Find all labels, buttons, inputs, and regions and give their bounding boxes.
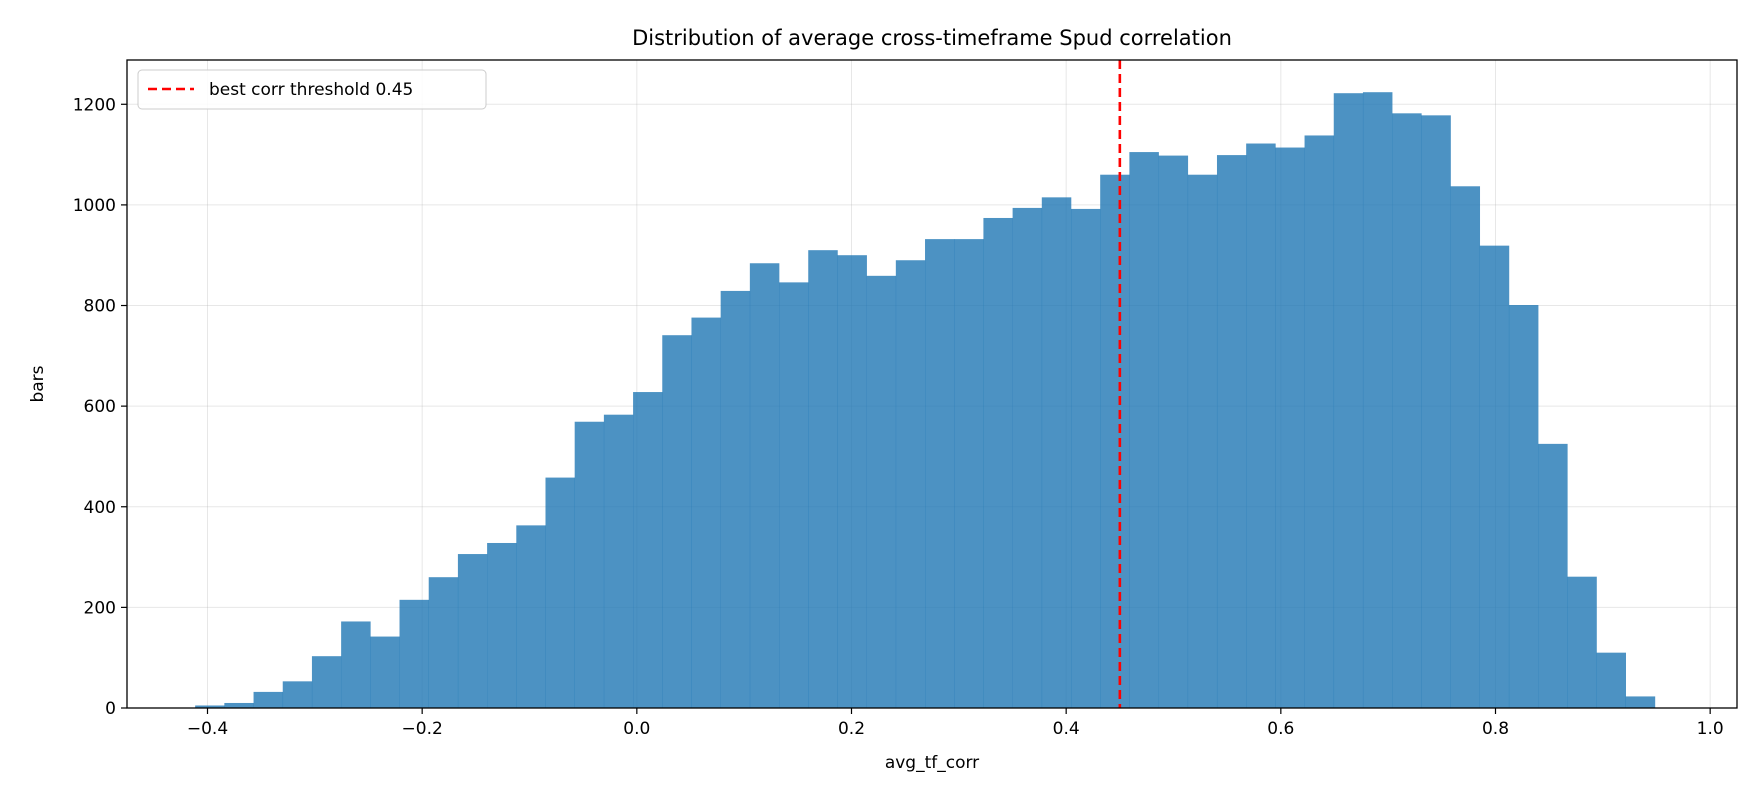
histogram-bar (1362, 92, 1393, 709)
plot-frame (126, 59, 1738, 709)
histogram-bar (1187, 174, 1218, 708)
legend-label: best corr threshold 0.45 (209, 80, 413, 100)
y-tick-label: 800 (84, 297, 116, 317)
histogram-bar (1129, 152, 1159, 708)
x-tick-label: 0.4 (1053, 719, 1080, 739)
histogram-bar (837, 255, 867, 709)
histogram-bar (545, 477, 575, 708)
histogram-bar (1041, 197, 1072, 708)
histogram-bar (224, 702, 254, 708)
histogram-bar (1567, 576, 1597, 708)
histogram-bar (749, 263, 780, 708)
x-axis-label: avg_tf_corr (885, 753, 979, 773)
histogram-bar (1596, 652, 1626, 708)
histogram-bar (1450, 186, 1481, 708)
y-tick-label: 200 (84, 598, 116, 618)
histogram-bar (311, 656, 342, 708)
y-tick-label: 1000 (73, 196, 116, 216)
histogram-bar (1508, 305, 1539, 708)
y-tick-label: 600 (84, 397, 116, 417)
histogram-bar (1100, 174, 1130, 708)
histogram-bar (1421, 115, 1451, 708)
histogram-bar (779, 282, 809, 708)
histogram-bar (866, 275, 897, 708)
histogram-bar (428, 577, 459, 708)
histogram-bar (633, 392, 663, 708)
histogram-bar (487, 542, 517, 708)
y-axis-ticks: 0 200 400 600 800 1000 1200 (73, 95, 127, 719)
histogram-bar (954, 239, 984, 708)
histogram-bar (1333, 93, 1364, 709)
legend: best corr threshold 0.45 (137, 69, 487, 110)
x-tick-label: 0.6 (1267, 719, 1294, 739)
histogram-bar (983, 217, 1013, 708)
histogram-bar (1216, 155, 1247, 708)
histogram-bar (1158, 155, 1189, 708)
histogram-bar (808, 250, 838, 708)
histogram-bar (1625, 696, 1656, 708)
histogram-bar (516, 525, 546, 708)
histogram-bar (341, 621, 371, 708)
y-tick-label: 0 (105, 699, 116, 719)
x-tick-label: 0.0 (623, 719, 650, 739)
x-tick-label: 0.8 (1482, 719, 1509, 739)
x-tick-label: 1.0 (1697, 719, 1724, 739)
histogram-bar (895, 260, 926, 708)
histogram-bars (195, 92, 1656, 709)
histogram-bar (1392, 113, 1422, 708)
histogram-bar (720, 290, 751, 708)
histogram-bar (603, 414, 634, 708)
histogram-bar (691, 317, 721, 708)
histogram-bar (1070, 208, 1101, 708)
histogram-bar (1304, 135, 1335, 709)
y-axis-label: bars (28, 365, 48, 402)
histogram-bar (282, 681, 313, 708)
histogram-bar (662, 335, 692, 708)
histogram-bar (195, 705, 225, 708)
histogram-bar (399, 599, 430, 708)
histogram-bar (370, 636, 400, 708)
histogram-bar (1012, 207, 1043, 709)
y-tick-label: 400 (84, 498, 116, 518)
x-tick-label: −0.2 (402, 719, 443, 739)
histogram-bar (1275, 147, 1305, 708)
legend-box (137, 69, 487, 110)
histogram-bar (1479, 245, 1510, 708)
x-tick-label: 0.2 (838, 719, 865, 739)
histogram-bar (253, 691, 284, 708)
x-axis-ticks: −0.4 −0.2 0.0 0.2 0.4 0.6 0.8 1.0 (187, 708, 1724, 739)
x-tick-label: −0.4 (187, 719, 228, 739)
histogram-bar (1538, 443, 1568, 708)
histogram-bar (457, 554, 488, 708)
histogram-bar (925, 239, 955, 708)
histogram-bar (1246, 143, 1276, 709)
chart-title: Distribution of average cross-timeframe … (632, 26, 1232, 50)
histogram-bar (574, 421, 605, 708)
y-tick-label: 1200 (73, 95, 116, 115)
